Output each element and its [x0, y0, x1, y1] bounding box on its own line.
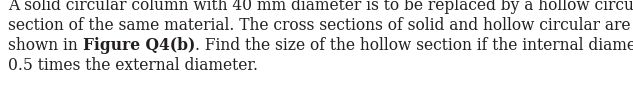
Text: A solid circular column with 40 mm diameter is to be replaced by a hollow circul: A solid circular column with 40 mm diame…: [8, 0, 633, 14]
Text: Figure Q4(b): Figure Q4(b): [83, 37, 195, 54]
Text: shown in: shown in: [8, 37, 83, 54]
Text: . Find the size of the hollow section if the internal diameter is: . Find the size of the hollow section if…: [195, 37, 633, 54]
Text: section of the same material. The cross sections of solid and hollow circular ar: section of the same material. The cross …: [8, 17, 630, 34]
Text: 0.5 times the external diameter.: 0.5 times the external diameter.: [8, 57, 258, 74]
